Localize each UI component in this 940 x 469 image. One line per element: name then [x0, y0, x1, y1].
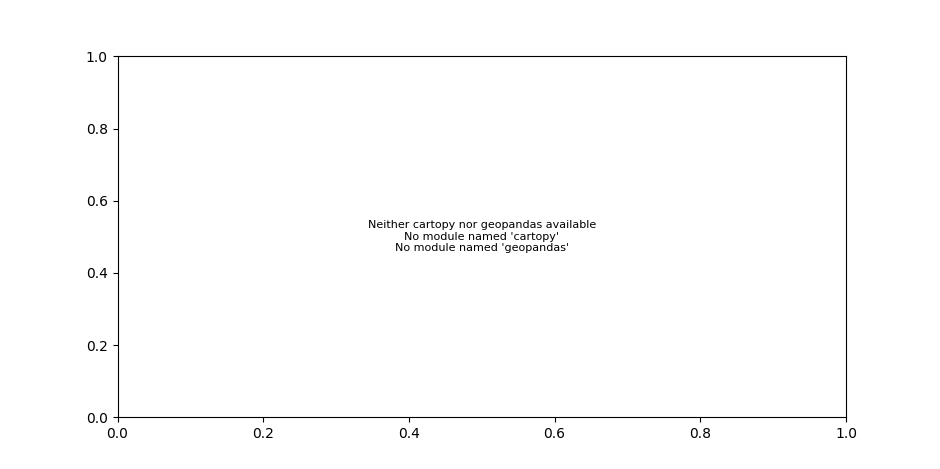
- Text: Neither cartopy nor geopandas available
No module named 'cartopy'
No module name: Neither cartopy nor geopandas available …: [368, 220, 596, 253]
